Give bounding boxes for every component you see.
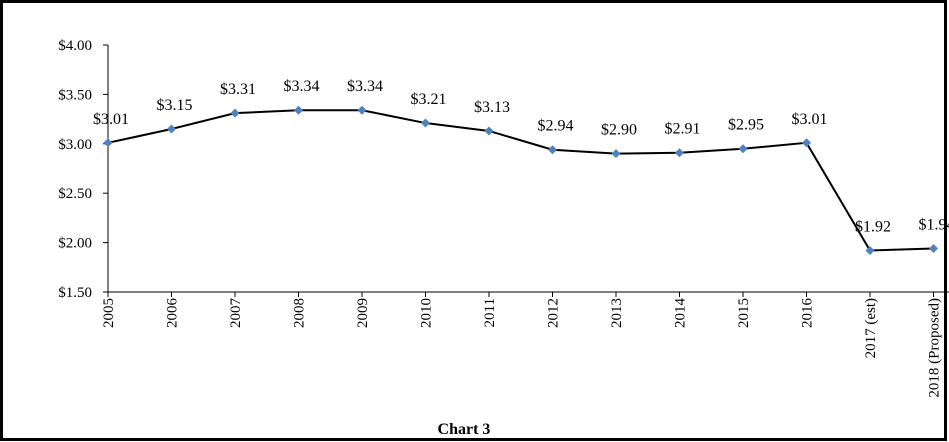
x-tick-label: 2007 — [228, 298, 244, 329]
marker — [103, 138, 113, 148]
x-tick-label: 2017 (est) — [863, 298, 879, 358]
value-label: $2.94 — [538, 118, 574, 135]
marker — [421, 118, 430, 128]
marker — [865, 246, 875, 256]
marker — [611, 149, 621, 159]
marker — [167, 124, 176, 134]
marker — [802, 138, 811, 148]
marker — [294, 105, 303, 115]
marker — [738, 144, 748, 154]
value-label: $3.34 — [284, 78, 320, 95]
y-tick-label: $2.00 — [58, 236, 92, 252]
value-label: $3.31 — [220, 81, 256, 98]
y-tick-label: $4.00 — [58, 38, 92, 54]
marker — [675, 148, 684, 158]
value-label: $3.15 — [157, 97, 193, 114]
value-label: $3.13 — [474, 99, 510, 116]
value-label: $2.91 — [665, 121, 701, 138]
y-tick-label: $1.50 — [58, 285, 92, 301]
marker — [230, 108, 240, 118]
x-tick-label: 2016 — [800, 298, 816, 329]
y-tick-label: $3.00 — [58, 137, 92, 153]
x-tick-label: 2009 — [355, 298, 371, 328]
value-label: $3.34 — [347, 78, 383, 95]
x-tick-label: 2014 — [673, 298, 689, 329]
x-tick-label: 2006 — [165, 298, 181, 329]
value-label: $3.21 — [411, 91, 447, 108]
chart-title: Chart 3 — [438, 421, 491, 438]
marker — [548, 145, 557, 155]
marker — [357, 105, 367, 115]
marker — [929, 244, 938, 254]
x-tick-label: 2015 — [736, 298, 752, 328]
value-label: $1.94 — [919, 217, 949, 234]
x-tick-label: 2005 — [101, 298, 117, 328]
line — [107, 109, 934, 252]
value-label: $2.90 — [601, 122, 637, 139]
x-tick-label: 2013 — [609, 298, 625, 328]
x-tick-label: 2012 — [546, 298, 562, 328]
value-label: $1.92 — [855, 219, 891, 236]
x-tick-label: 2018 (Proposed) — [927, 298, 943, 398]
x-tick-label: 2011 — [482, 298, 498, 327]
marker — [484, 126, 494, 136]
x-tick-label: 2010 — [419, 298, 435, 328]
y-tick-label: $3.50 — [58, 87, 92, 103]
value-label: $2.95 — [728, 117, 764, 134]
x-tick-label: 2008 — [292, 298, 308, 328]
y-tick-label: $2.50 — [58, 186, 92, 202]
value-label: $3.01 — [792, 111, 828, 128]
value-label: $3.01 — [93, 111, 129, 128]
